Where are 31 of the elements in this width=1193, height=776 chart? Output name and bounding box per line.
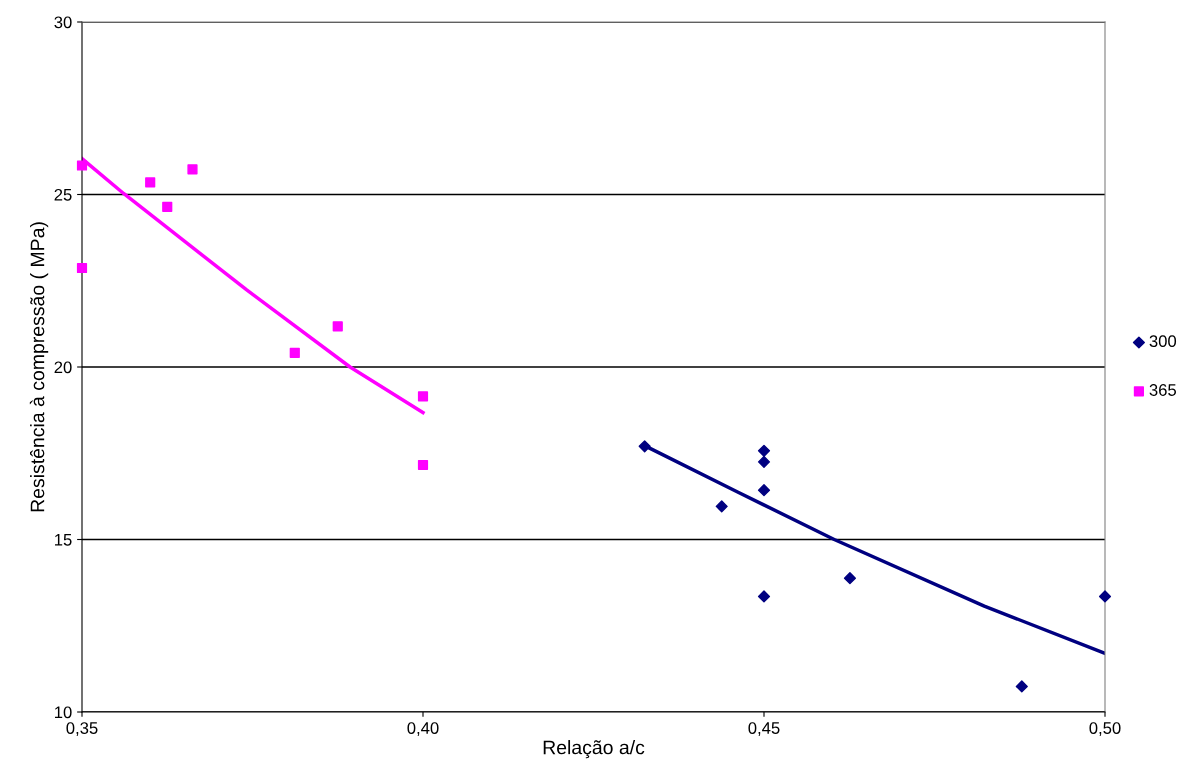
point [638,440,651,453]
point [1098,590,1112,603]
x-tick-label: 0,50 [1089,722,1121,736]
y-tick-label: 30 [54,16,72,29]
point [757,455,771,468]
y-tick-label: 10 [55,706,72,719]
point [76,262,88,274]
y-axis-title: Resistência à compressão ( MPa) [29,222,49,512]
point [332,321,343,332]
x-axis-title: Relação a/c [543,740,645,759]
point [715,500,728,513]
legend-label: 365 [1149,384,1177,396]
point [76,160,88,171]
point [757,590,771,603]
y-tick-label: 15 [55,534,72,546]
point [162,201,173,213]
point [187,164,198,175]
x-tick-label: 0,35 [66,722,98,736]
point [757,484,771,497]
point [757,444,771,457]
y-tick-label: 20 [54,361,72,374]
point [289,347,300,358]
point [417,459,429,471]
x-tick-label: 0,45 [748,722,780,736]
point [843,572,857,585]
y-tick-label: 25 [54,188,72,201]
point [1015,680,1028,693]
point [417,391,429,402]
point [145,177,156,188]
legend-label: 300 [1149,335,1177,348]
x-tick-label: 0,40 [407,722,439,736]
